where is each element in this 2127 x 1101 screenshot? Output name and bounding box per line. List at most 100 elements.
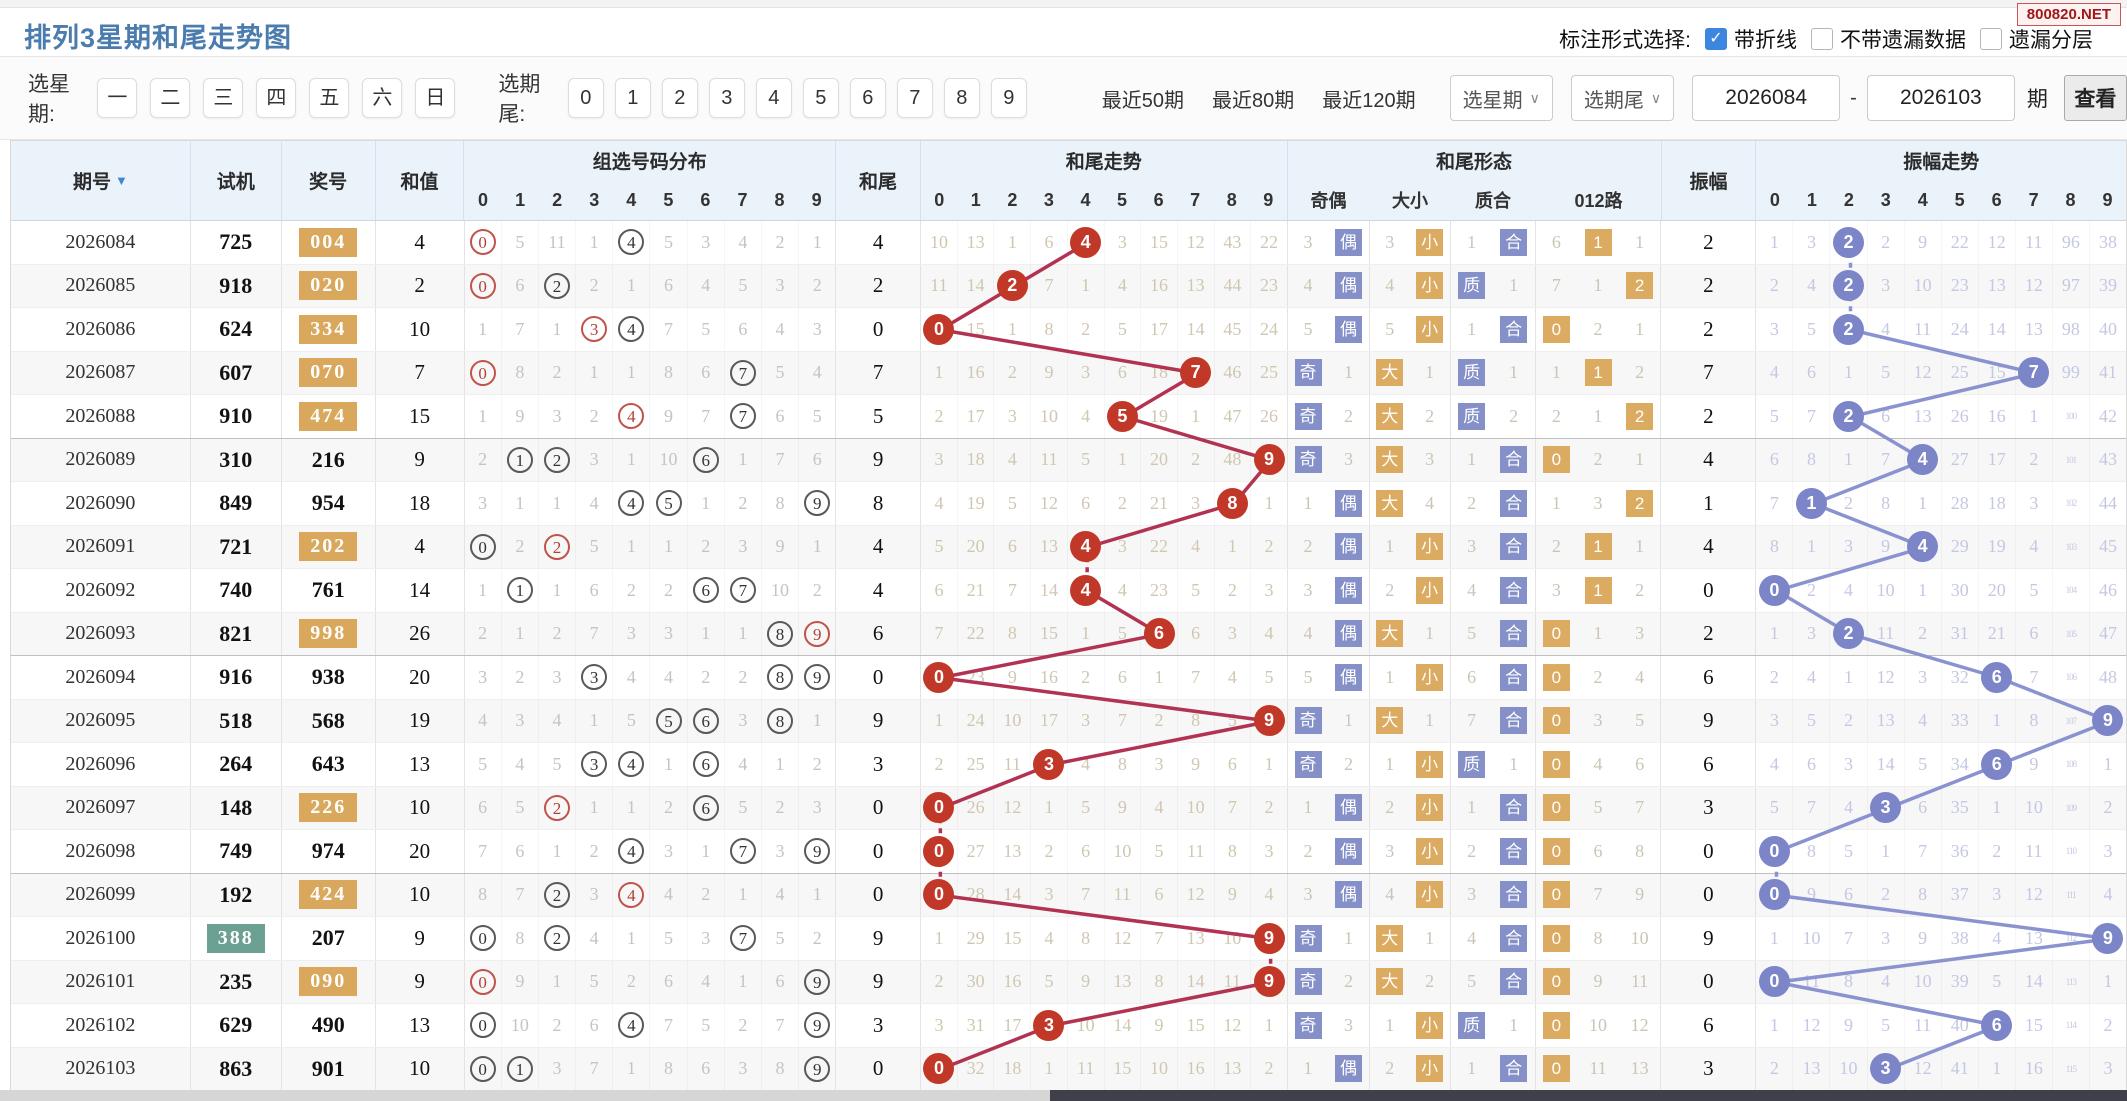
tail-value: 9 bbox=[872, 708, 884, 733]
tail-ball: 0 bbox=[923, 835, 955, 867]
shiji-cell: 192 bbox=[191, 873, 282, 916]
parity-cell-slot: 4 bbox=[1288, 623, 1328, 644]
range-link-50[interactable]: 最近50期 bbox=[1101, 89, 1185, 112]
checkbox-miss-layered[interactable]: 遗漏分层 bbox=[1980, 24, 2093, 54]
prize-highlight-badge: 070 bbox=[299, 358, 358, 388]
amp-value: 9 bbox=[1703, 925, 1714, 950]
week-button-mon[interactable]: 一 bbox=[97, 78, 138, 118]
dist-cell: 4 bbox=[650, 874, 687, 917]
dist-circle-gray: 7 bbox=[729, 925, 756, 952]
dist-cell: 1 bbox=[650, 743, 687, 786]
tail-button-7[interactable]: 7 bbox=[896, 78, 933, 118]
period-to-input[interactable] bbox=[1866, 75, 2015, 121]
tail-ball: 8 bbox=[1216, 487, 1248, 519]
week-button-wed[interactable]: 三 bbox=[203, 78, 244, 118]
miss-count: 20 bbox=[1150, 449, 1168, 470]
amp-value: 4 bbox=[1703, 534, 1714, 559]
size-cell-badge: 小 bbox=[1416, 315, 1444, 343]
amp-trend-cell: 11 bbox=[2016, 830, 2053, 873]
shiji-value: 192 bbox=[219, 881, 253, 907]
prime-cell-slot: 合 bbox=[1493, 576, 1535, 604]
tail-button-1[interactable]: 1 bbox=[614, 78, 651, 118]
miss-count: 2 bbox=[1264, 536, 1274, 557]
col-header-dist-label: 组选号码分布 bbox=[592, 152, 707, 173]
tail-trend-cell: 7 bbox=[1105, 700, 1142, 743]
prime-cell-badge: 合 bbox=[1500, 663, 1528, 691]
lu012-slot: 5 bbox=[1577, 797, 1619, 818]
miss-count: 4 bbox=[1303, 623, 1313, 644]
miss-count: 2 bbox=[1992, 840, 2002, 861]
miss-count: 3 bbox=[478, 666, 488, 687]
tail-value: 0 bbox=[872, 882, 884, 907]
miss-count: 1 bbox=[1769, 1014, 1779, 1035]
checkbox-icon[interactable] bbox=[1980, 28, 2002, 50]
miss-count: 10 bbox=[1076, 1014, 1095, 1035]
dist-cell: 9 bbox=[799, 961, 835, 1004]
checkbox-icon[interactable] bbox=[1811, 28, 1833, 50]
parity-cell-slot: 奇 bbox=[1288, 359, 1328, 387]
tail-select[interactable]: 选期尾 ∨ bbox=[1570, 75, 1675, 121]
prize-highlight-badge: 998 bbox=[299, 619, 358, 649]
amp-trend-cell: 112 bbox=[2053, 917, 2090, 960]
week-button-fri[interactable]: 五 bbox=[309, 78, 350, 118]
amp-trend-cell: 7 bbox=[1868, 439, 1905, 482]
tail-button-4[interactable]: 4 bbox=[755, 78, 792, 118]
miss-count: 1 bbox=[1385, 666, 1395, 687]
range-link-120[interactable]: 最近120期 bbox=[1322, 89, 1416, 112]
dist-cell: 5 bbox=[613, 700, 650, 743]
range-link-80[interactable]: 最近80期 bbox=[1212, 89, 1295, 112]
lu012-slot: 2 bbox=[1619, 362, 1661, 383]
miss-count: 6 bbox=[589, 579, 599, 600]
miss-count: 3 bbox=[1844, 753, 1853, 774]
tail-value: 9 bbox=[872, 969, 884, 994]
col-header-period[interactable]: 期号 ▼ bbox=[11, 141, 191, 220]
lu012-slot: 0 bbox=[1536, 1055, 1578, 1083]
form-subheader: 质合 bbox=[1475, 191, 1512, 211]
tail-trend-cell: 13 bbox=[958, 221, 995, 264]
tail-trend-cell: 2 bbox=[1068, 656, 1105, 699]
tail-button-3[interactable]: 3 bbox=[708, 78, 745, 118]
tail-cell: 5 bbox=[836, 395, 922, 438]
dist-circle-gray: 0 bbox=[469, 533, 496, 560]
tail-button-9[interactable]: 9 bbox=[990, 78, 1027, 118]
dist-cell: 2 bbox=[650, 569, 687, 612]
tail-button-5[interactable]: 5 bbox=[802, 78, 839, 118]
dist-cell: 1 bbox=[725, 874, 762, 917]
miss-count: 9 bbox=[1154, 1014, 1164, 1035]
miss-count: 6 bbox=[738, 318, 748, 339]
tail-button-0[interactable]: 0 bbox=[567, 78, 604, 118]
prime-cell-slot: 质 bbox=[1451, 1011, 1493, 1039]
tail-trend-cell: 13 bbox=[1178, 265, 1215, 308]
miss-count: 44 bbox=[2098, 492, 2117, 513]
tail-cell: 6 bbox=[836, 612, 922, 655]
amp-trend-cell: 3 bbox=[1793, 221, 1830, 264]
parity-cell-slot: 奇 bbox=[1288, 1011, 1328, 1039]
week-button-tue[interactable]: 二 bbox=[150, 78, 191, 118]
tail-button-2[interactable]: 2 bbox=[661, 78, 698, 118]
miss-count: 4 bbox=[775, 884, 785, 905]
week-button-thu[interactable]: 四 bbox=[256, 78, 297, 118]
amp-cell: 2 bbox=[1661, 612, 1757, 655]
parity-cell-badge: 偶 bbox=[1335, 228, 1362, 256]
week-select[interactable]: 选星期 ∨ bbox=[1449, 75, 1553, 121]
week-button-sun[interactable]: 日 bbox=[415, 78, 456, 118]
miss-count: 11 bbox=[1589, 1058, 1607, 1079]
sum-cell: 20 bbox=[376, 656, 465, 699]
miss-count: 11 bbox=[1913, 318, 1932, 339]
lu012-slot: 1 bbox=[1536, 362, 1578, 383]
shiji-cell: 518 bbox=[191, 699, 282, 742]
miss-count: 16 bbox=[2024, 1058, 2043, 1079]
period-from-input[interactable] bbox=[1692, 75, 1841, 121]
tail-button-6[interactable]: 6 bbox=[849, 78, 886, 118]
week-button-sat[interactable]: 六 bbox=[362, 78, 403, 118]
checkbox-with-line[interactable]: ✓ 带折线 bbox=[1705, 24, 1797, 54]
search-button[interactable]: 查看 bbox=[2063, 75, 2127, 121]
amp-ball: 3 bbox=[1870, 792, 1902, 824]
miss-count: 2 bbox=[1635, 579, 1645, 600]
checkbox-icon[interactable]: ✓ bbox=[1705, 28, 1727, 50]
checkbox-no-miss-data[interactable]: 不带遗漏数据 bbox=[1811, 24, 1966, 54]
tail-button-8[interactable]: 8 bbox=[943, 78, 980, 118]
